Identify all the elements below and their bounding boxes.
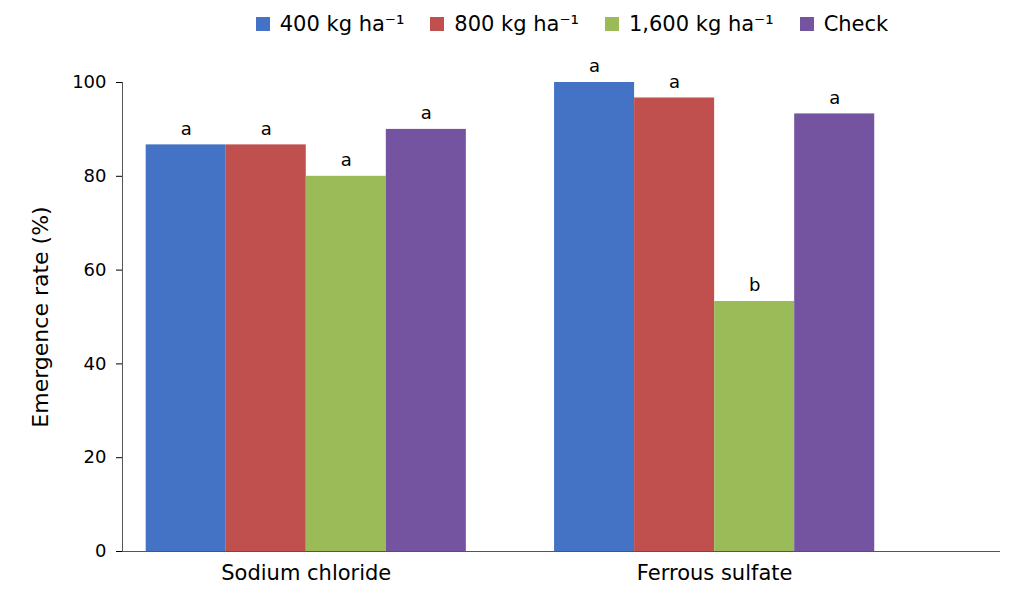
svg-text:100: 100 [72,71,106,92]
html-text:Check: Check [823,12,889,36]
html-text:1,600 kg ha⁻¹: 1,600 kg ha⁻¹ [629,12,774,36]
svg-text:80: 80 [84,165,107,186]
svg-text:60: 60 [84,259,107,280]
svg-text:40: 40 [84,353,107,374]
svg-text:b: b [749,274,760,295]
svg-text:Emergence rate (%): Emergence rate (%) [28,206,53,427]
svg-text:a: a [181,118,192,139]
svg-text:a: a [261,118,272,139]
svg-text:Sodium chloride: Sodium chloride [221,561,391,585]
svg-text:0: 0 [95,540,106,561]
svg-text:a: a [829,87,840,108]
svg-text:a: a [589,55,600,76]
svg-text:20: 20 [84,446,107,467]
html-text:800 kg ha⁻¹: 800 kg ha⁻¹ [454,12,579,36]
html-text:400 kg ha⁻¹: 400 kg ha⁻¹ [279,12,405,36]
svg-text:a: a [341,149,352,170]
svg-text:a: a [421,102,432,123]
svg-text:a: a [669,71,680,92]
svg-text:Ferrous sulfate: Ferrous sulfate [637,561,793,585]
